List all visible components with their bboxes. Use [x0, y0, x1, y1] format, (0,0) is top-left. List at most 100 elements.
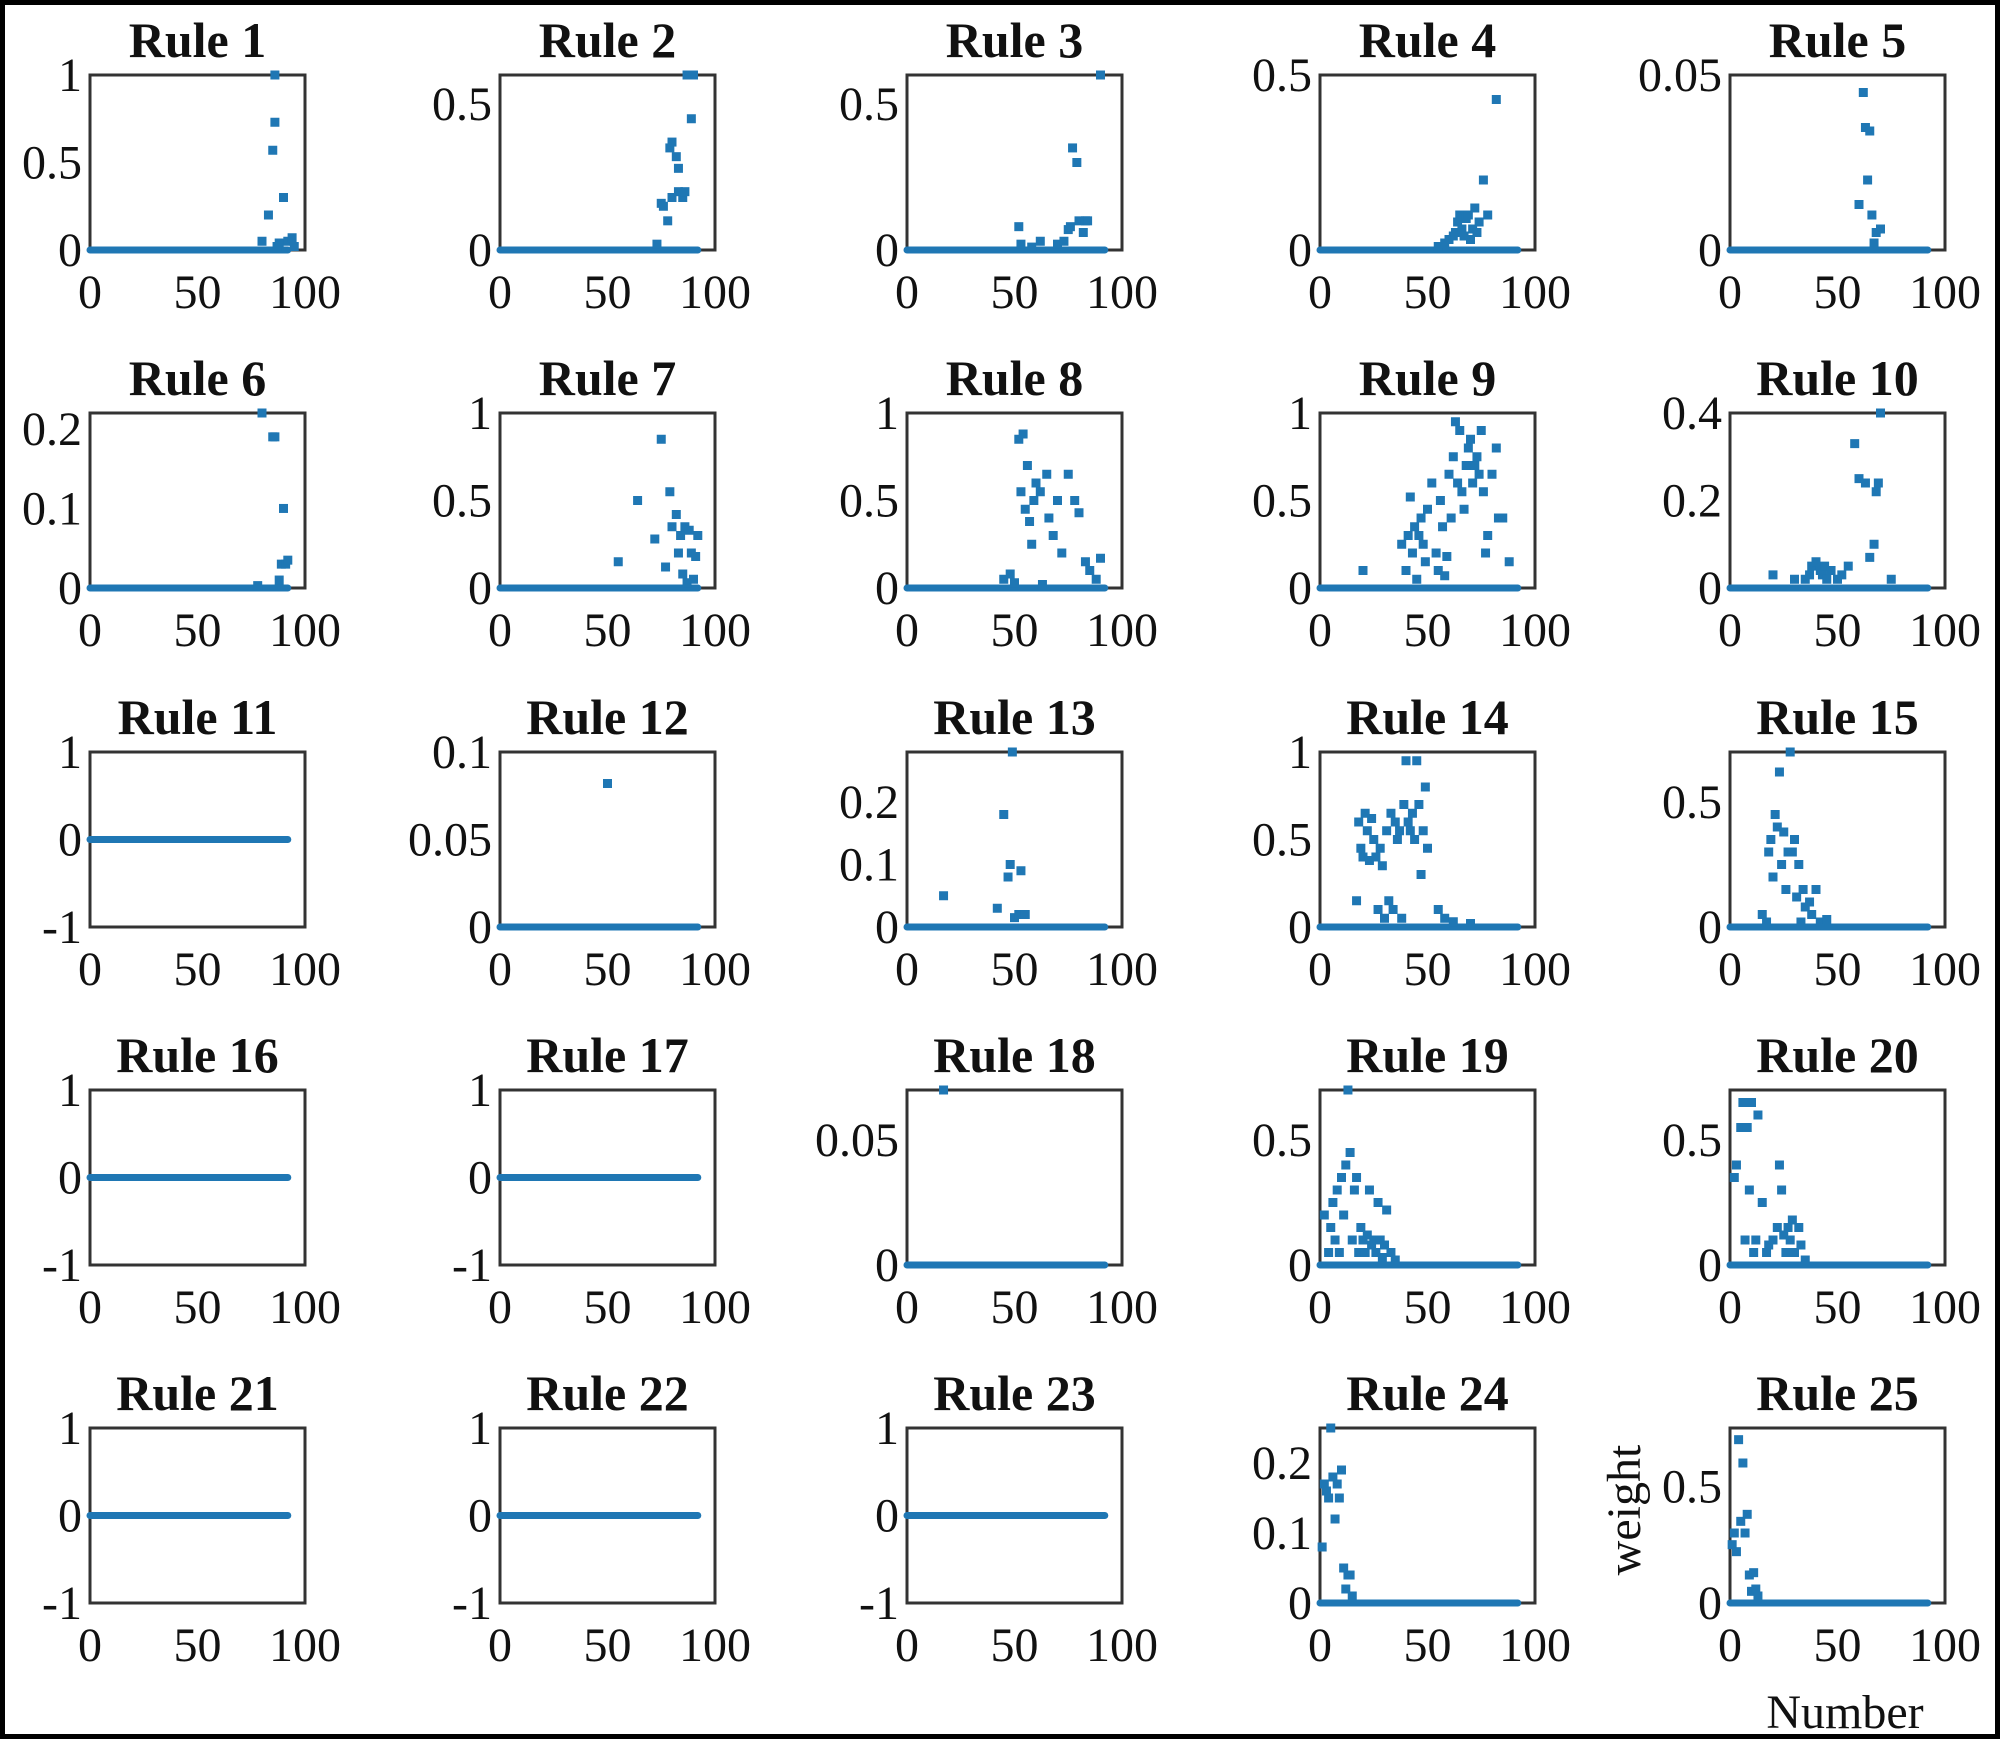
- data-point: [680, 187, 690, 197]
- data-point: [1420, 557, 1430, 567]
- panel-title: Rule 4: [1359, 12, 1497, 68]
- y-tick-label: 0: [468, 1490, 492, 1543]
- data-point: [671, 152, 681, 162]
- data-point: [1734, 1435, 1744, 1445]
- x-tick-label: 0: [1718, 604, 1742, 657]
- data-point: [1405, 826, 1415, 836]
- x-tick-label: 50: [1814, 1619, 1862, 1672]
- data-point: [1358, 852, 1368, 862]
- data-point: [1435, 496, 1445, 505]
- data-point: [1059, 236, 1069, 246]
- data-point: [1369, 1235, 1379, 1245]
- data-point: [667, 193, 677, 202]
- y-tick-label: 0.5: [1252, 49, 1312, 102]
- y-tick-label: 0: [58, 1490, 82, 1543]
- panel-title: Rule 8: [946, 350, 1084, 406]
- data-point: [1792, 892, 1802, 902]
- data-point: [1871, 487, 1881, 497]
- data-point: [999, 810, 1009, 819]
- x-tick-label: 100: [1909, 1619, 1981, 1672]
- x-tick-label: 50: [1814, 1281, 1862, 1334]
- data-point: [1347, 1591, 1357, 1601]
- data-point: [1796, 1240, 1806, 1250]
- panel-rule-19: Rule 19 0 0.5 0 50 100: [1252, 1027, 1571, 1334]
- data-point: [1362, 826, 1372, 836]
- data-point: [1869, 238, 1879, 248]
- data-point: [1418, 826, 1428, 836]
- data-point: [1491, 443, 1501, 453]
- data-point: [633, 496, 643, 505]
- panel-title: Rule 19: [1346, 1027, 1509, 1083]
- data-point: [1781, 1248, 1791, 1257]
- data-point: [1083, 216, 1093, 226]
- data-point: [1091, 574, 1101, 584]
- data-point: [1403, 817, 1413, 827]
- data-point: [1420, 782, 1430, 792]
- data-point: [1811, 885, 1821, 894]
- data-point: [1337, 1173, 1346, 1182]
- data-point: [1440, 571, 1450, 581]
- data-point: [671, 510, 681, 519]
- y-tick-label: 0: [1288, 1239, 1312, 1292]
- y-tick-label: 0.5: [22, 137, 82, 190]
- data-point: [1762, 1248, 1772, 1257]
- data-point: [1431, 548, 1441, 558]
- x-tick-label: 50: [174, 943, 222, 996]
- data-point: [1774, 1160, 1784, 1170]
- data-point: [1783, 1223, 1793, 1232]
- data-point: [1453, 217, 1463, 227]
- y-tick-label: 0.5: [1662, 1114, 1722, 1167]
- y-tick-label: 0.5: [1662, 776, 1722, 829]
- data-point: [1826, 566, 1836, 575]
- data-point: [1481, 548, 1491, 558]
- data-point: [1319, 1210, 1329, 1220]
- y-tick-label: 1: [468, 387, 492, 440]
- data-point: [1382, 1205, 1392, 1215]
- x-tick-label: 50: [584, 266, 632, 319]
- y-tick-label: 0: [58, 562, 82, 615]
- data-point: [1341, 1584, 1351, 1594]
- data-point: [1779, 1230, 1789, 1240]
- data-point: [1796, 917, 1806, 927]
- data-point: [1438, 522, 1448, 532]
- data-point: [1044, 513, 1054, 523]
- x-tick-label: 100: [679, 1281, 751, 1334]
- data-point: [1729, 1173, 1739, 1182]
- x-tick-label: 50: [1404, 1619, 1452, 1672]
- data-point: [1003, 872, 1013, 882]
- data-point: [1339, 1563, 1349, 1573]
- data-point: [1837, 570, 1847, 580]
- x-tick-label: 100: [1086, 604, 1158, 657]
- x-tick-label: 50: [584, 1281, 632, 1334]
- data-point: [1472, 452, 1482, 462]
- data-point: [939, 1085, 949, 1095]
- data-point: [1860, 478, 1870, 488]
- data-point: [1014, 910, 1024, 919]
- data-point: [1005, 860, 1015, 869]
- panel-rule-13: Rule 13 0 0.1 0.2 0 50 100: [839, 689, 1158, 996]
- data-point: [1766, 835, 1776, 844]
- data-point: [1375, 843, 1385, 853]
- data-point: [656, 434, 666, 444]
- x-tick-label: 0: [895, 1619, 919, 1672]
- data-point: [1768, 570, 1778, 580]
- data-point: [658, 201, 668, 211]
- data-point: [1407, 808, 1417, 818]
- data-point: [1319, 1479, 1329, 1489]
- y-tick-label: 0: [875, 224, 899, 277]
- data-point: [665, 487, 675, 497]
- y-tick-label: 1: [1288, 387, 1312, 440]
- data-point: [1805, 570, 1815, 580]
- data-point: [1478, 175, 1488, 185]
- data-point: [1478, 487, 1488, 497]
- panel-rule-6: Rule 6 0 0.1 0.2 0 50 100: [22, 350, 341, 657]
- data-point: [1459, 504, 1469, 514]
- data-point: [1407, 548, 1417, 558]
- data-point: [1764, 847, 1774, 857]
- data-point: [1772, 1223, 1782, 1232]
- data-point: [1768, 872, 1778, 882]
- x-tick-label: 0: [78, 1619, 102, 1672]
- panel-title: Rule 20: [1756, 1027, 1919, 1083]
